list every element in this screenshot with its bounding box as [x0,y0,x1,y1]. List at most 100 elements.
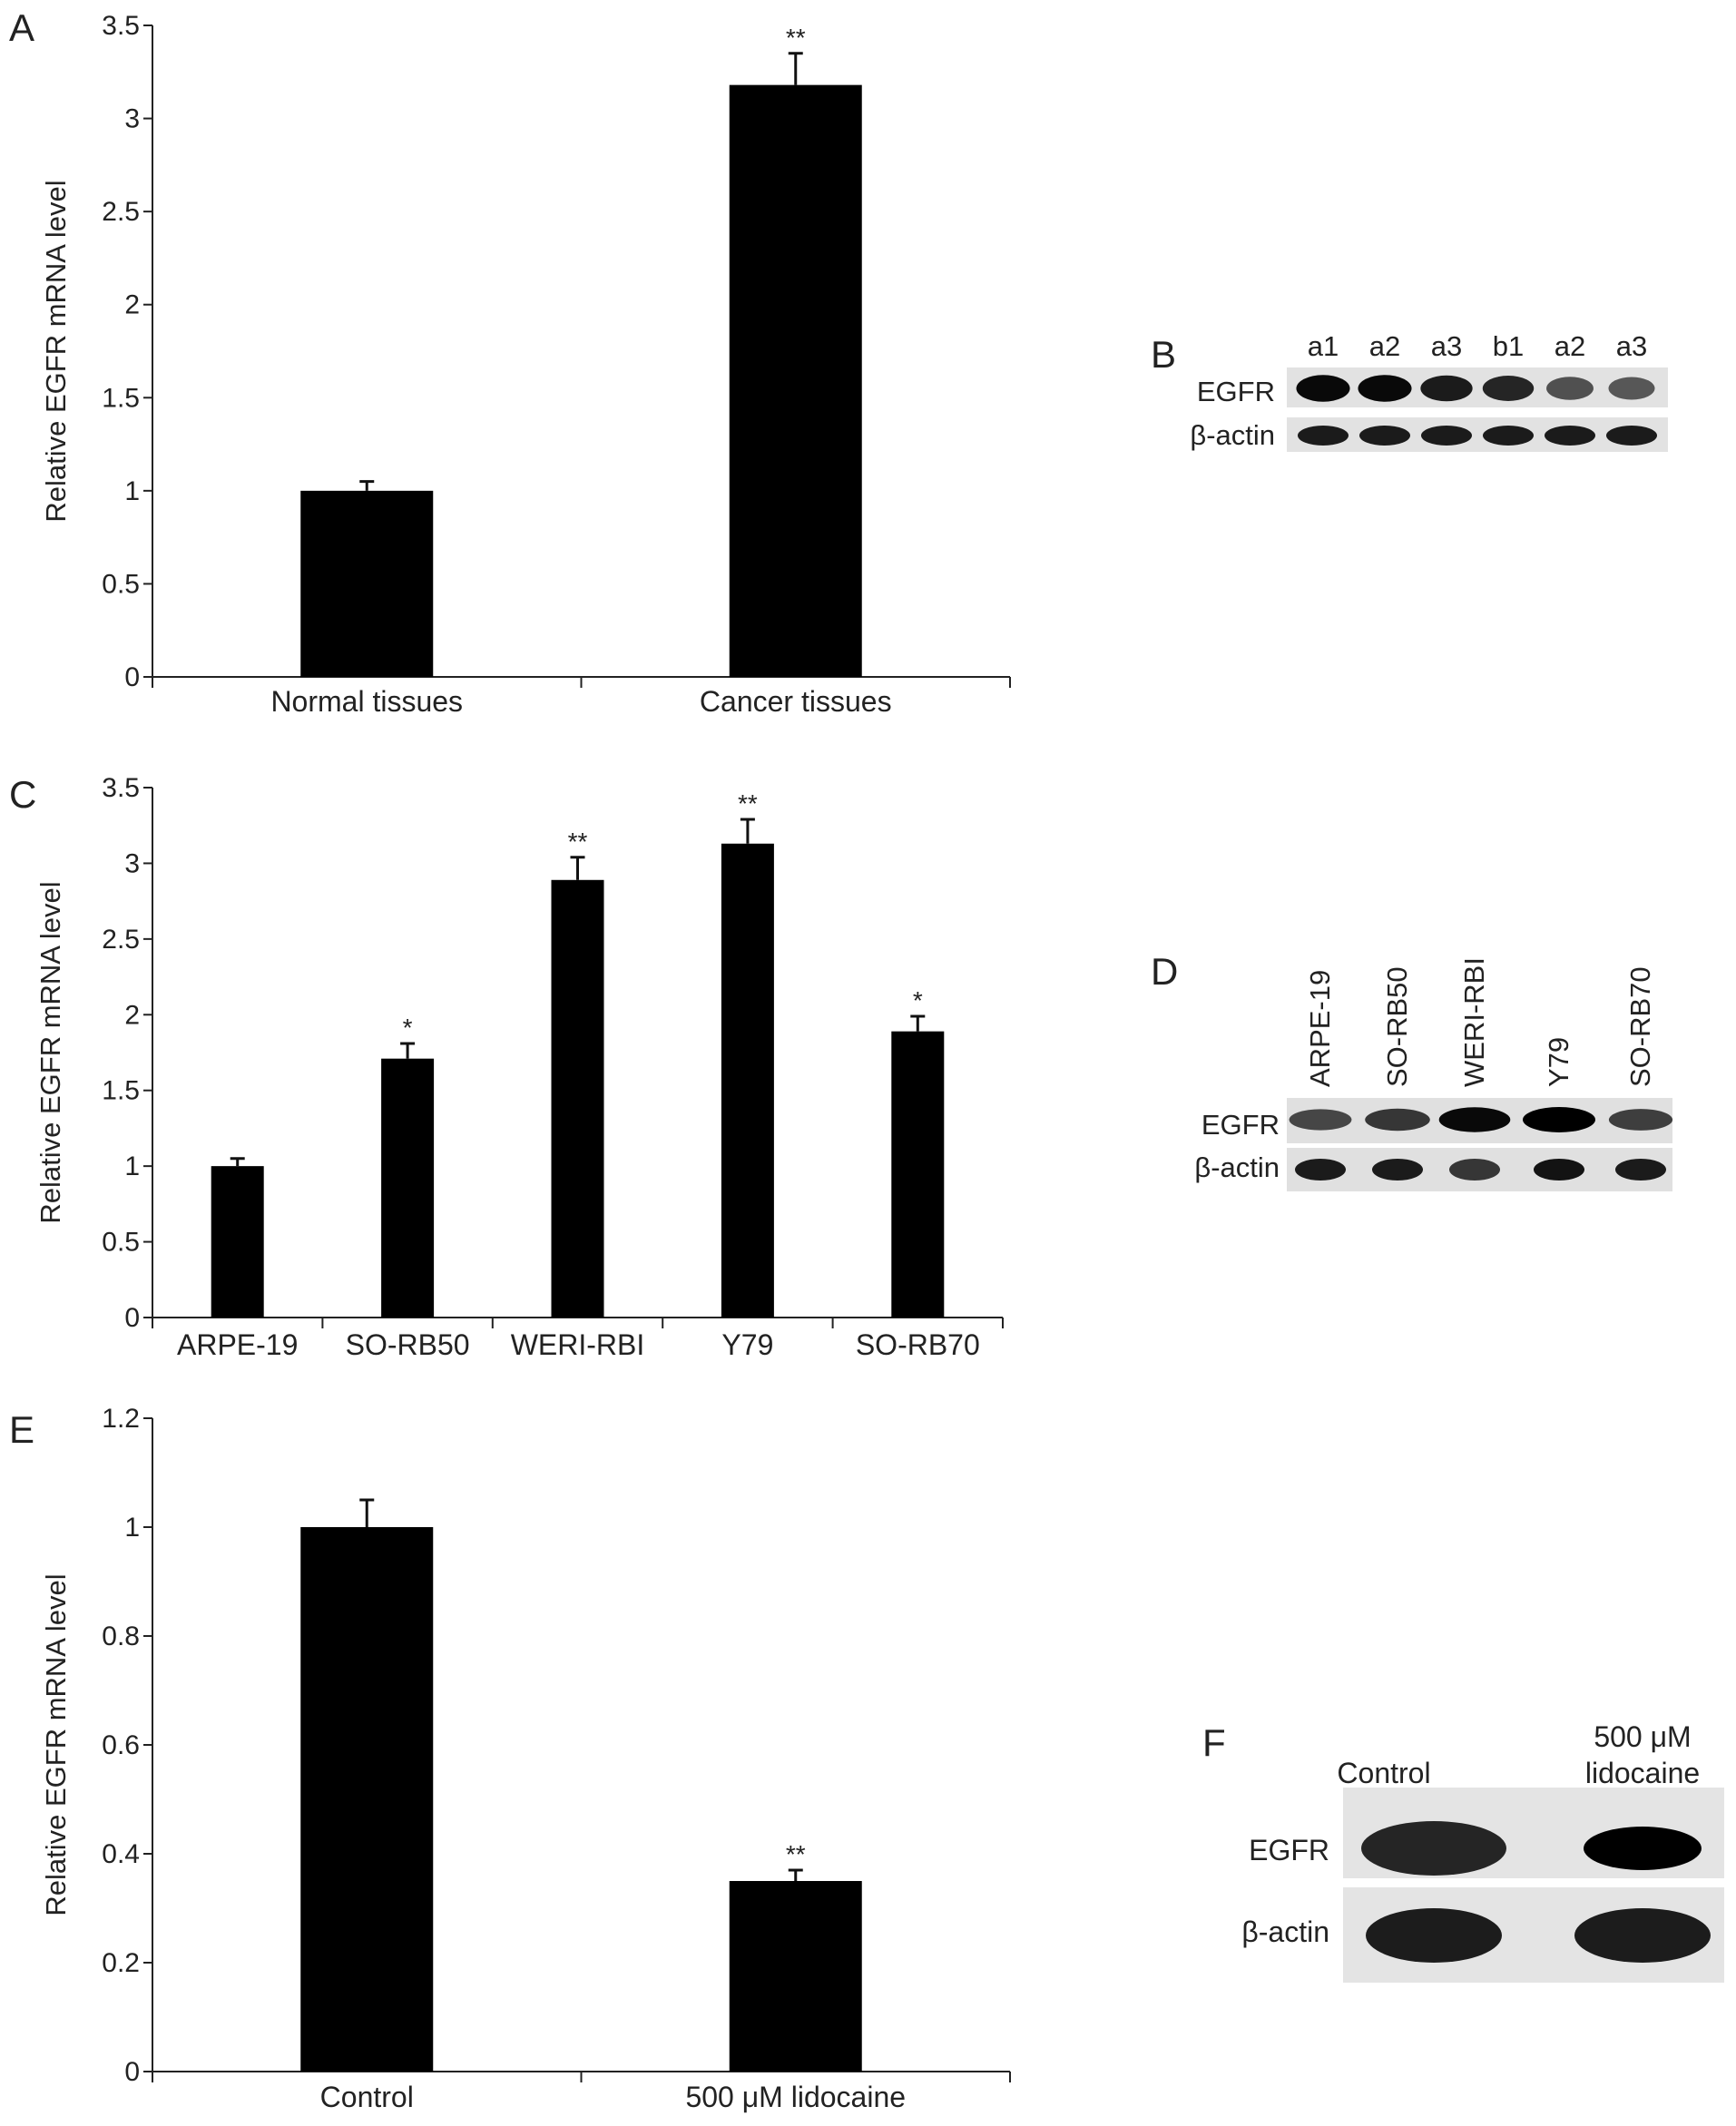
blot-b-egfr-band [1546,377,1594,400]
significance-marker: * [403,1014,413,1042]
y-tick-label: 1 [124,1513,140,1543]
bar [721,843,774,1318]
blot-b-egfr-band [1420,375,1473,402]
y-tick-label: 2 [124,290,140,320]
y-tick-label: 1.5 [102,1076,140,1106]
bar [381,1058,435,1318]
blot-b-actin-band [1545,426,1595,446]
panel-letter-a: A [9,6,34,49]
blot-b-actin-band [1483,426,1534,446]
blot-d-lane-label: SO-RB70 [1624,966,1656,1087]
panel-letter-e: E [9,1408,34,1451]
blot-b-lane-label: a3 [1616,330,1647,362]
blot-d-egfr-band [1365,1108,1430,1132]
blot-b-actin-band [1606,426,1657,446]
panel-letter-d: D [1151,950,1178,993]
y-tick-label: 0 [124,662,140,692]
blot-d-egfr-band [1608,1109,1673,1131]
blot-b-egfr-band [1358,375,1412,402]
y-tick-label: 2 [124,1000,140,1030]
y-tick-label: 3.5 [102,11,140,41]
blot-d-row-actin: β-actin [1194,1151,1280,1183]
y-axis-label: Relative EGFR mRNA level [40,180,72,522]
blot-f-row-actin: β-actin [1241,1915,1329,1948]
blot-b-egfr-band [1296,375,1350,402]
bar [729,1881,862,2072]
bar [551,879,604,1318]
bar [211,1166,264,1318]
panel-letter-b: B [1151,333,1176,376]
y-tick-label: 3 [124,104,140,134]
chart-e: 0 0.2 0.4 0.6 0.8 1 1.2 Relative EGFR mRNA leve… [40,1404,1011,2113]
y-tick-label: 0 [124,2057,140,2087]
blot-b-lane-label: a1 [1308,330,1339,362]
western-blot-b: B EGFR β-actin a1 a2 a3 b1 a2 a3 [1151,330,1668,452]
blot-b-row-actin: β-actin [1190,419,1275,451]
panel-letter-f: F [1202,1721,1226,1764]
blot-f-lane-lidocaine: lidocaine [1585,1757,1700,1789]
bar [300,490,434,677]
blot-d-egfr-band [1289,1109,1352,1131]
significance-marker: * [913,986,923,1014]
y-tick-label: 0 [124,1303,140,1333]
western-blot-d: D EGFR β-actin ARPE-19 SO-RB50 WERI-RBI Y79… [1151,950,1673,1191]
blot-f-egfr-band [1361,1821,1506,1876]
blot-b-row-egfr: EGFR [1197,376,1275,407]
y-tick-label: 1 [124,1151,140,1181]
blot-b-egfr-band [1608,377,1655,400]
blot-b-egfr-band [1482,376,1535,401]
significance-marker: ** [738,789,758,818]
bar [300,1527,434,2072]
x-category-label: SO-RB70 [856,1328,980,1361]
blot-b-strip-actin [1287,417,1668,452]
panel-letter-c: C [9,773,36,816]
y-tick-label: 1.5 [102,383,140,413]
y-tick-label: 0.8 [102,1621,140,1651]
significance-marker: ** [786,24,806,52]
blot-f-actin-band [1366,1908,1502,1963]
blot-d-lane-label: Y79 [1543,1037,1574,1087]
bar [729,84,862,678]
y-tick-label: 2.5 [102,197,140,227]
blot-d-actin-band [1295,1159,1346,1181]
blot-d-row-egfr: EGFR [1201,1109,1280,1141]
bar [891,1031,945,1318]
blot-d-egfr-band [1523,1107,1595,1132]
y-tick-label: 1 [124,476,140,506]
y-tick-label: 0.5 [102,569,140,599]
x-category-label: WERI-RBI [511,1328,645,1361]
x-category-label: Cancer tissues [700,685,892,718]
blot-d-lane-label: ARPE-19 [1304,970,1336,1087]
chart-a: 0 0.5 1 1.5 2 2.5 3 3.5 Relative EGFR mRNA level… [40,11,1011,718]
x-category-label: Y79 [721,1328,773,1361]
x-category-label: ARPE-19 [177,1328,298,1361]
blot-b-lane-label: a2 [1555,330,1585,362]
significance-marker: ** [568,828,588,856]
blot-f-actin-band [1574,1908,1711,1963]
blot-b-strip-egfr [1287,367,1668,407]
x-category-label: Control [320,2081,414,2113]
blot-b-lane-label: a3 [1431,330,1462,362]
y-axis-label: Relative EGFR mRNA level [40,1573,72,1915]
chart-c: 0 0.5 1 1.5 2 2.5 3 3.5 Relative EGFR mRNA level… [34,773,1004,1361]
blot-b-actin-band [1421,426,1472,446]
significance-marker: ** [786,1840,806,1868]
blot-d-actin-band [1449,1159,1500,1181]
blot-f-lane-lidocaine-dose: 500 μM [1594,1720,1691,1753]
y-tick-label: 0.2 [102,1948,140,1978]
x-category-label: SO-RB50 [346,1328,470,1361]
y-tick-label: 1.2 [102,1404,140,1434]
y-tick-label: 2.5 [102,925,140,955]
blot-d-actin-band [1372,1159,1423,1181]
x-category-label: Normal tissues [270,685,463,718]
y-tick-label: 0.5 [102,1228,140,1258]
blot-b-actin-band [1359,426,1410,446]
y-tick-label: 0.4 [102,1839,140,1869]
western-blot-f: F Control 500 μM lidocaine EGFR β-actin [1202,1720,1724,1983]
y-tick-label: 3.5 [102,773,140,803]
blot-b-lane-label: a2 [1369,330,1400,362]
blot-b-lane-label: b1 [1493,330,1524,362]
blot-f-egfr-band [1584,1827,1702,1870]
blot-d-egfr-band [1438,1107,1511,1132]
